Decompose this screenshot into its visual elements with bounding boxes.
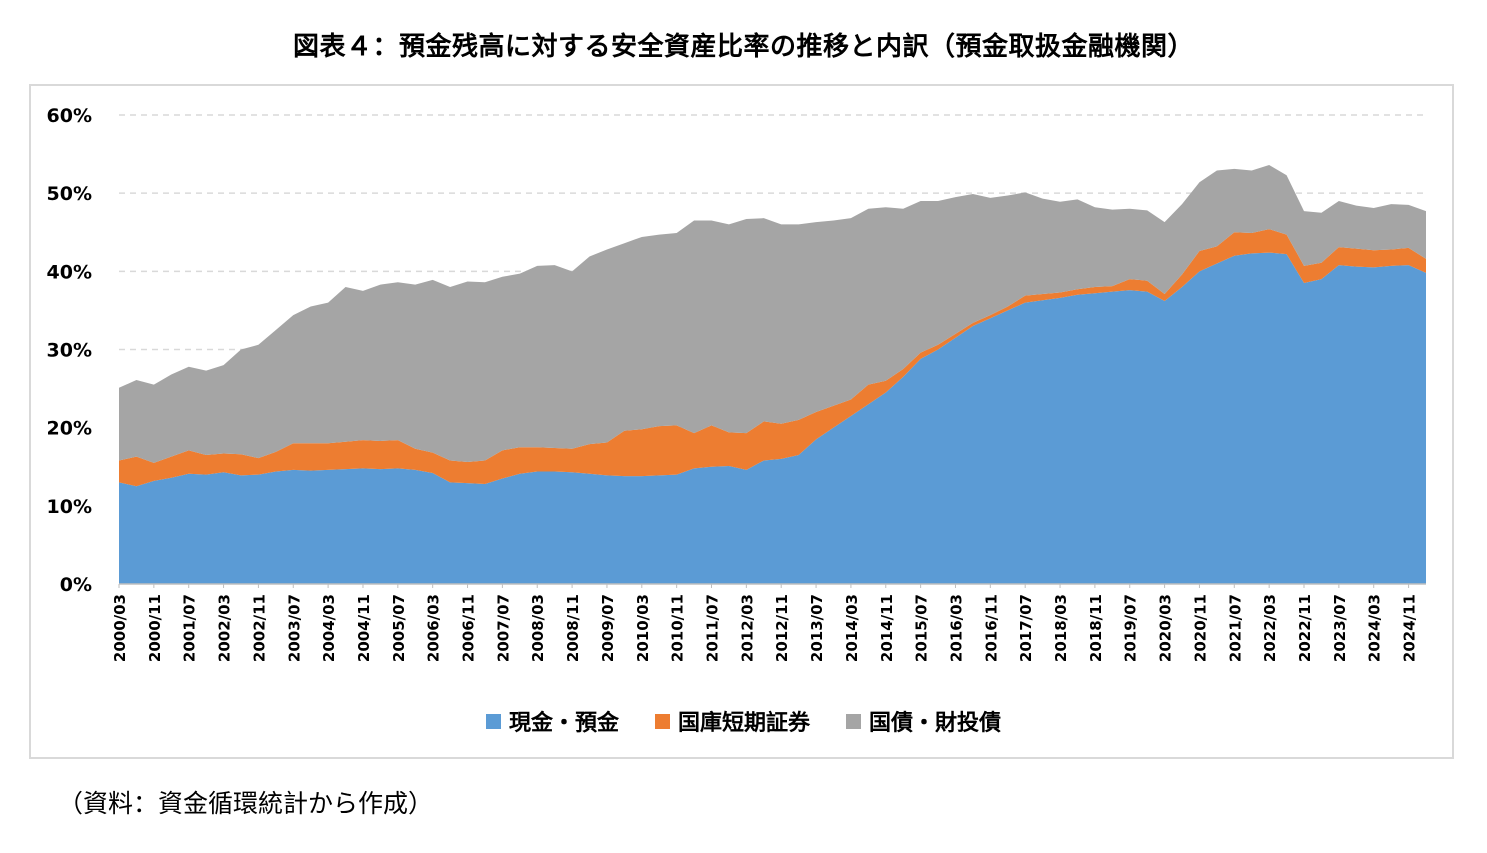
chart-title: 図表４：預金残高に対する安全資産比率の推移と内訳（預金取扱金融機関）	[292, 32, 1194, 62]
source-note: （資料：資金循環統計から作成）	[58, 789, 434, 818]
x-tick-label: 2014/03	[843, 594, 861, 662]
legend-label-tbill: 国庫短期証券	[677, 711, 810, 736]
y-tick-label: 60%	[47, 105, 92, 127]
x-tick-label: 2005/07	[390, 594, 408, 662]
legend-swatch-cash	[485, 713, 501, 729]
x-tick-label: 2024/03	[1366, 594, 1384, 662]
legend: 現金・預金 国庫短期証券 国債・財投債	[0, 705, 1487, 737]
x-tick-label: 2020/03	[1157, 594, 1175, 662]
x-tick-label: 2016/11	[982, 594, 1000, 662]
x-tick-label: 2019/07	[1122, 594, 1140, 662]
x-tick-label: 2000/11	[146, 594, 164, 662]
legend-item-cash: 現金・預金	[485, 705, 619, 737]
x-tick-label: 2006/11	[460, 594, 478, 662]
x-tick-label: 2010/11	[669, 594, 687, 662]
legend-item-jgb: 国債・財投債	[846, 705, 1001, 737]
x-tick-label: 2016/03	[947, 594, 965, 662]
x-tick-label: 2000/03	[111, 594, 129, 662]
x-tick-label: 2001/07	[181, 594, 199, 662]
x-tick-label: 2024/11	[1401, 594, 1419, 662]
x-tick-label: 2020/11	[1191, 594, 1209, 662]
area-series-3	[119, 165, 1426, 463]
x-tick-label: 2004/03	[320, 594, 338, 662]
x-tick-label: 2008/11	[564, 594, 582, 662]
x-tick-label: 2008/03	[529, 594, 547, 662]
x-tick-label: 2022/11	[1296, 594, 1314, 662]
legend-label-jgb: 国債・財投債	[869, 711, 1002, 736]
x-tick-label: 2013/07	[808, 594, 826, 662]
x-tick-label: 2018/03	[1052, 594, 1070, 662]
x-tick-label: 2012/03	[738, 594, 756, 662]
x-tick-label: 2006/03	[425, 594, 443, 662]
x-tick-label: 2011/07	[704, 594, 722, 662]
x-tick-label: 2002/11	[250, 594, 268, 662]
x-tick-label: 2017/07	[1017, 594, 1035, 662]
y-tick-label: 40%	[47, 261, 92, 283]
y-tick-label: 10%	[47, 496, 92, 518]
x-tick-label: 2021/07	[1226, 594, 1244, 662]
y-tick-label: 20%	[47, 418, 92, 440]
area-series-2	[119, 229, 1426, 487]
x-tick-label: 2002/03	[216, 594, 234, 662]
x-tick-label: 2014/11	[878, 594, 896, 662]
x-tick-label: 2015/07	[913, 594, 931, 662]
y-tick-label: 50%	[47, 183, 92, 205]
x-tick-label: 2010/03	[634, 594, 652, 662]
x-tick-label: 2003/07	[285, 594, 303, 662]
y-tick-label: 0%	[60, 574, 92, 596]
x-tick-label: 2004/11	[355, 594, 373, 662]
x-tick-label: 2018/11	[1087, 594, 1105, 662]
area-series-1	[119, 252, 1426, 584]
x-tick-label: 2022/03	[1261, 594, 1279, 662]
x-tick-label: 2012/11	[773, 594, 791, 662]
legend-swatch-tbill	[654, 713, 670, 729]
stacked-area-chart: 0% 10% 20% 30% 40% 50% 60% 2000/03 2000/11 2001/0…	[47, 105, 1426, 662]
legend-label-cash: 現金・預金	[508, 711, 619, 736]
x-tick-label: 2007/07	[494, 594, 512, 662]
x-tick-label: 2023/07	[1331, 594, 1349, 662]
legend-swatch-jgb	[846, 713, 861, 729]
legend-item-tbill: 国庫短期証券	[654, 705, 810, 737]
x-tick-label: 2009/07	[599, 594, 617, 662]
y-tick-label: 30%	[47, 340, 92, 362]
